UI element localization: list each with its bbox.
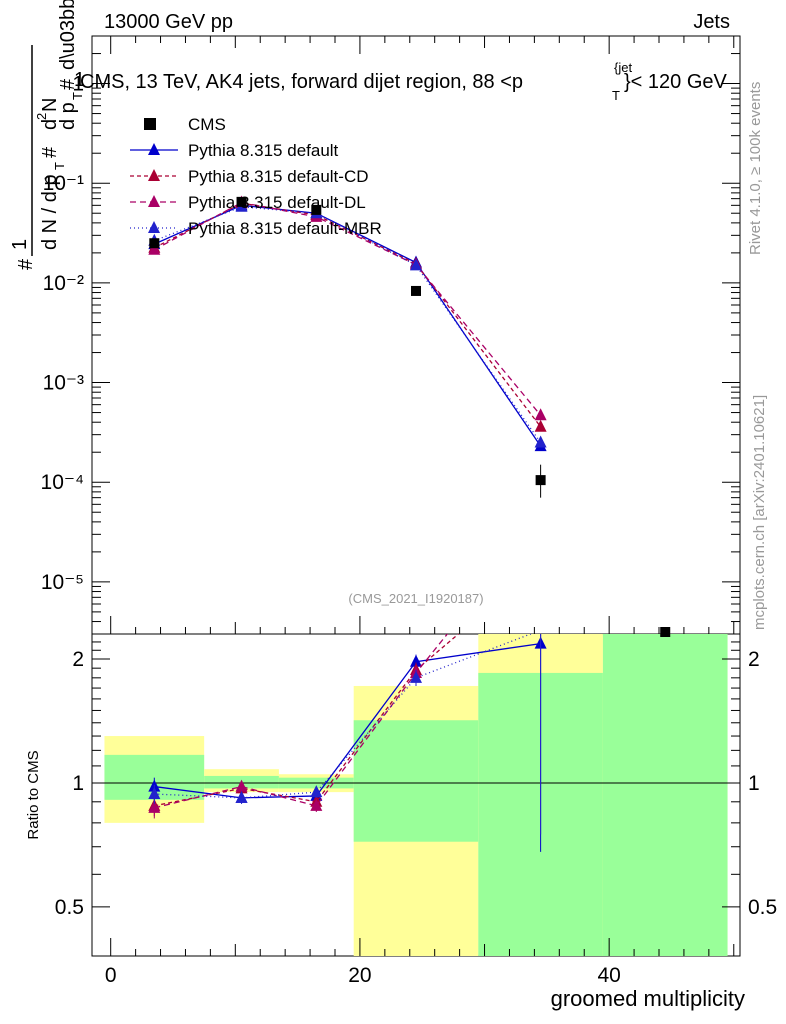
legend-label-cms: CMS <box>188 115 226 134</box>
y-axis-label-ratio: Ratio to CMS <box>25 750 42 839</box>
svg-text:N: N <box>39 98 61 112</box>
series-cms <box>149 196 671 637</box>
svg-text:d: d <box>39 119 61 130</box>
legend-marker-default <box>148 143 160 155</box>
title-prefix-digit: 1 <box>74 69 85 91</box>
plot-title-sub: T <box>612 88 620 103</box>
ratio-tick-label-right: 2 <box>748 648 760 671</box>
cms-point-2 <box>311 204 322 215</box>
svg-text:d\u03bb: d\u03bb <box>57 0 79 70</box>
header-left: 13000 GeV pp <box>104 11 233 33</box>
ratio-point-mbr-0 <box>148 787 161 800</box>
legend-label-default: Pythia 8.315 default <box>188 141 339 160</box>
ratio-point-default-3 <box>410 654 422 667</box>
legend-label-mbr: Pythia 8.315 default-MBR <box>188 219 382 238</box>
svg-text:T: T <box>70 92 85 100</box>
band-inner-bin-3 <box>353 720 479 842</box>
rivet-label: Rivet 4.1.0, ≥ 100k events <box>747 82 764 255</box>
legend: CMS Pythia 8.315 default Pythia 8.315 defa… <box>130 115 382 238</box>
y-axis-label-main: # 1 d N / d p T # d 2 N d p T # d\u03bb <box>9 0 85 270</box>
svg-text:#: # <box>57 78 79 90</box>
cms-point-0 <box>149 238 160 249</box>
point-dl-0 <box>148 242 161 255</box>
plot-title: CMS, 13 TeV, AK4 jets, forward dijet reg… <box>80 71 523 93</box>
ratio-point-dl-1 <box>235 779 248 792</box>
x-tick-label: 20 <box>348 964 371 987</box>
series-line-cd <box>154 202 542 428</box>
point-mbr-3 <box>410 258 422 271</box>
legend-marker-mbr <box>148 221 160 233</box>
y-tick-label: 10⁻³ <box>43 372 84 395</box>
header-right: Jets <box>693 11 730 33</box>
series-line-default <box>154 204 542 447</box>
legend-marker-cms <box>144 118 156 130</box>
ratio-tick-label: 2 <box>72 648 84 671</box>
ratio-tick-label: 0.5 <box>55 896 84 919</box>
x-tick-label: 40 <box>597 964 620 987</box>
ratio-tick-label-right: 1 <box>748 772 760 795</box>
x-tick-label: 0 <box>105 964 117 987</box>
y-tick-label: 10⁻⁴ <box>41 471 84 494</box>
ratio-point-dl-2 <box>310 798 323 811</box>
legend-marker-cd <box>148 169 160 181</box>
series-layer <box>148 195 671 852</box>
legend-label-dl: Pythia 8.315 default-DL <box>188 193 366 212</box>
plot-title-sup: {jet <box>614 60 632 75</box>
series-line-mbr <box>154 206 542 443</box>
mcplots-label: mcplots.cern.ch [arXiv:2401.10621] <box>751 395 768 630</box>
cms-point-5 <box>660 627 671 637</box>
y-tick-label: 10⁻² <box>43 272 84 295</box>
plot-title-suffix: }< 120 GeV <box>624 71 728 93</box>
ratio-point-mbr-1 <box>235 790 248 803</box>
x-axis-label: groomed multiplicity <box>551 986 745 1011</box>
ratio-point-mbr-2 <box>310 785 323 798</box>
ratio-point-dl-0 <box>148 800 161 813</box>
svg-text:#: # <box>15 258 37 270</box>
point-mbr-4 <box>534 435 547 448</box>
legend-label-cd: Pythia 8.315 default-CD <box>188 167 369 186</box>
point-dl-4 <box>534 408 547 421</box>
analysis-watermark: (CMS_2021_I1920187) <box>348 591 483 606</box>
ratio-point-mbr-3 <box>410 670 422 683</box>
svg-text:1: 1 <box>9 239 31 250</box>
svg-text:T: T <box>52 162 67 170</box>
point-cd-4 <box>534 419 547 432</box>
y-tick-label: 10⁻¹ <box>43 172 84 195</box>
cms-point-1 <box>236 196 247 207</box>
svg-text:d p: d p <box>57 102 79 130</box>
ratio-tick-label: 1 <box>72 772 84 795</box>
band-inner-bin-5 <box>602 634 728 956</box>
cms-point-3 <box>411 285 421 296</box>
ratio-tick-label-right: 0.5 <box>748 896 777 919</box>
legend-marker-dl <box>148 195 160 207</box>
svg-text:2: 2 <box>34 113 49 120</box>
svg-text:d N / d p: d N / d p <box>39 174 61 250</box>
svg-text:#: # <box>39 146 61 158</box>
y-tick-label: 10⁻⁵ <box>41 571 84 594</box>
y-tick-label: 1 <box>72 73 84 96</box>
